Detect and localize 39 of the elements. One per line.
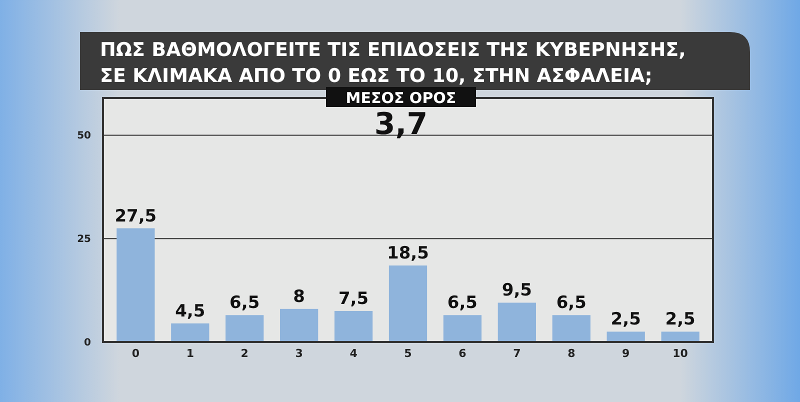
x-tick-label: 6	[458, 347, 467, 360]
y-tick-label: 0	[84, 338, 92, 348]
bar	[443, 315, 482, 342]
data-label: 6,5	[447, 293, 478, 314]
data-label: 7,5	[338, 288, 369, 309]
x-tick-label: 1	[186, 347, 194, 360]
chart-subtitle: ΜΕΣΟΣ ΟΡΟΣ	[346, 89, 456, 107]
x-tick-label: 3	[295, 347, 303, 360]
data-label: 2,5	[610, 310, 641, 330]
data-label: 18,5	[387, 243, 429, 264]
y-tick-label: 50	[77, 130, 92, 142]
x-tick-label: 0	[132, 347, 140, 360]
x-tick-label: 9	[622, 347, 630, 360]
x-tick-label: 8	[568, 347, 576, 360]
bar	[280, 308, 318, 342]
bar	[226, 315, 264, 342]
annotation: 3,7	[374, 107, 428, 142]
data-label: 9,5	[502, 280, 532, 301]
data-label: 6,5	[230, 293, 260, 314]
bar	[606, 332, 645, 342]
data-label: 4,5	[175, 301, 206, 322]
data-label: 2,5	[665, 310, 696, 330]
x-tick-label: 2	[240, 347, 248, 360]
x-tick-label: 7	[513, 347, 521, 360]
bar	[498, 302, 536, 342]
data-label: 8	[293, 286, 305, 307]
x-tick-label: 5	[404, 347, 412, 360]
x-tick-label: 4	[350, 347, 358, 360]
bar	[116, 228, 155, 342]
bar	[552, 315, 590, 342]
bar	[661, 332, 700, 342]
chart-title: ΠΩΣ ΒΑΘΜΟΛΟΓΕΙΤΕ ΤΙΣ ΕΠΙΔΟΣΕΙΣ ΤΗΣ ΚΥΒΕΡΝΗΣΗΣ, ΣΕ ΚΛΙΜΑΚΑ ΑΠΟ ΤΟ 0 ΕΩΣ ΤΟ 10, ΣΤΗΝ ΑΣΦΑΛΕΙΑ;	[100, 39, 686, 87]
x-tick-label: 10	[672, 347, 688, 360]
data-label: 6,5	[556, 293, 586, 314]
y-tick-label: 25	[77, 234, 92, 246]
bar	[334, 310, 373, 342]
bar	[388, 265, 428, 342]
data-label: 27,5	[114, 206, 157, 226]
bar	[171, 323, 210, 342]
